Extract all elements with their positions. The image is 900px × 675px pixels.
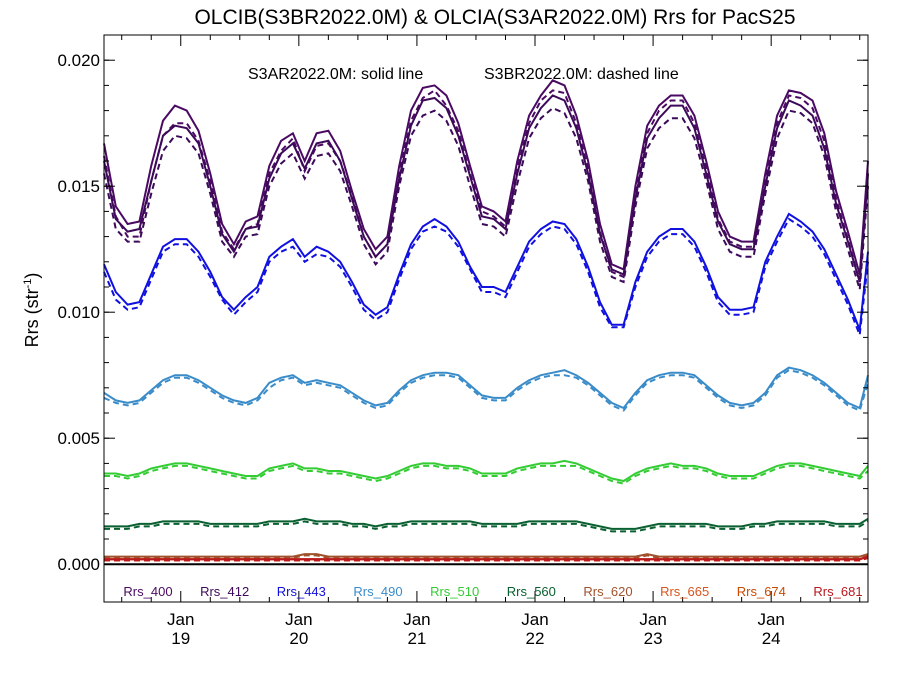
x-tick-label-day: 23 <box>644 629 663 648</box>
series-Rrs_400-solid <box>103 79 869 275</box>
series-Rrs_620-dashed <box>104 554 869 559</box>
x-tick-label-month: Jan <box>285 610 312 629</box>
x-tick-label-day: 21 <box>407 629 426 648</box>
legend: Rrs_400 Rrs_412 Rrs_443 Rrs_490 Rrs_510 Rrs_5… <box>123 584 862 599</box>
y-tick-label: 0.020 <box>57 51 100 70</box>
series-Rrs_412-solid <box>103 94 869 283</box>
series-Rrs_443-dashed <box>103 217 869 336</box>
series-Rrs_400-dashed <box>103 89 869 283</box>
series-Rrs_443-solid <box>103 212 869 331</box>
y-tick-label: 0.010 <box>57 303 100 322</box>
y-axis-label-main: Rrs (str <box>22 288 42 347</box>
legend-item-Rrs_620: Rrs_620 <box>583 584 632 599</box>
series-lines <box>103 79 869 562</box>
x-tick-label-month: Jan <box>521 610 548 629</box>
chart-title: OLCIB(S3BR2022.0M) & OLCIA(S3AR2022.0M) … <box>194 6 795 29</box>
x-tick-label-month: Jan <box>639 610 666 629</box>
series-Rrs_620-solid <box>104 553 869 558</box>
legend-item-Rrs_674: Rrs_674 <box>737 584 786 599</box>
legend-item-Rrs_490: Rrs_490 <box>353 584 402 599</box>
legend-item-Rrs_665: Rrs_665 <box>660 584 709 599</box>
series-Rrs_681-solid <box>104 555 869 561</box>
legend-item-Rrs_400: Rrs_400 <box>123 584 172 599</box>
series-Rrs_412-dashed <box>103 106 869 290</box>
y-axis-label-end: ) <box>22 273 42 279</box>
x-tick-label-month: Jan <box>167 610 194 629</box>
legend-item-Rrs_443: Rrs_443 <box>277 584 326 599</box>
series-Rrs_681-dashed <box>104 556 869 562</box>
plot-frame <box>103 34 869 603</box>
legend-item-Rrs_412: Rrs_412 <box>200 584 249 599</box>
y-axis: 0.000 0.005 0.010 0.015 0.020 <box>57 51 868 574</box>
x-tick-label-day: 19 <box>171 629 190 648</box>
series-Rrs_560-solid <box>104 517 869 530</box>
y-axis-label: Rrs (str-1) <box>22 273 42 348</box>
x-tick-label-month: Jan <box>757 610 784 629</box>
x-tick-label-month: Jan <box>403 610 430 629</box>
note-solid-line: S3AR2022.0M: solid line <box>248 66 423 83</box>
series-Rrs_510-dashed <box>104 464 869 485</box>
note-dashed-line: S3BR2022.0M: dashed line <box>484 66 679 83</box>
x-tick-label-day: 20 <box>289 629 308 648</box>
legend-item-Rrs_681: Rrs_681 <box>813 584 862 599</box>
series-Rrs_490-dashed <box>103 369 869 412</box>
y-axis-label-sup: -1 <box>22 279 34 289</box>
x-tick-label-day: 22 <box>526 629 545 648</box>
y-tick-label: 0.005 <box>57 429 100 448</box>
legend-item-Rrs_560: Rrs_560 <box>507 584 556 599</box>
series-Rrs_560-dashed <box>104 520 869 533</box>
y-tick-label: 0.000 <box>57 555 100 574</box>
series-Rrs_510-solid <box>104 459 869 483</box>
legend-item-Rrs_510: Rrs_510 <box>430 584 479 599</box>
x-tick-label-day: 24 <box>762 629 781 648</box>
y-tick-label: 0.015 <box>57 177 100 196</box>
series-Rrs_490-solid <box>103 366 869 410</box>
